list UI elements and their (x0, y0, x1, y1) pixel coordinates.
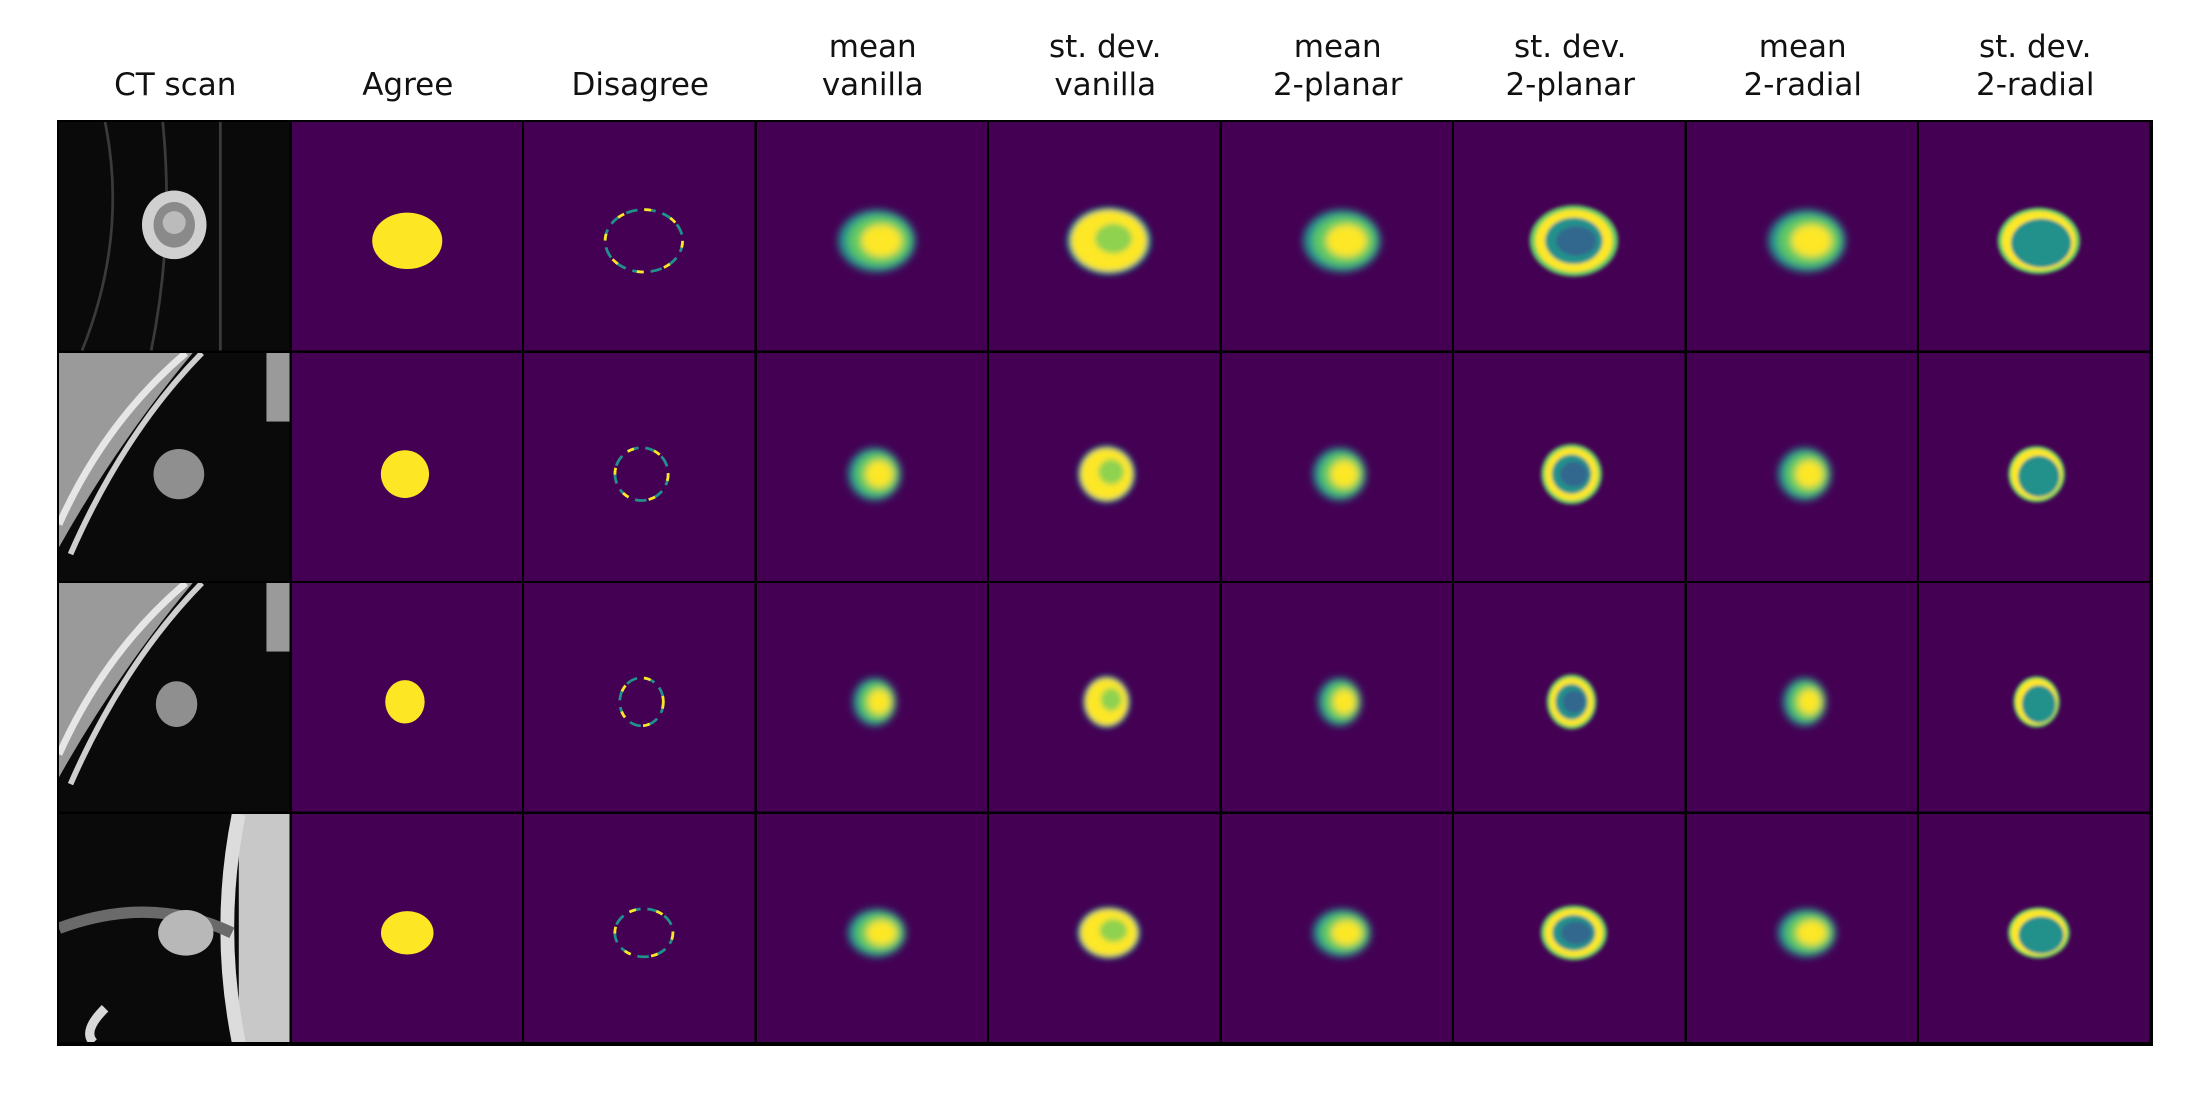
mean-probability-map (1302, 209, 1381, 273)
stdev-map-2-planar (1541, 443, 1602, 504)
mean-probability-map (847, 447, 901, 500)
stdev-map-2-radial (2008, 445, 2065, 502)
output-image-r0-c7 (1686, 122, 1917, 351)
column-header-0: CT scan (114, 67, 237, 103)
stdev-map-2-planar (1546, 674, 1597, 730)
output-image-r1-c7 (1686, 352, 1917, 581)
agree-mask (371, 212, 442, 270)
agree-mask (384, 680, 425, 724)
ct-scan-image-r0-c0 (59, 122, 290, 351)
stdev-map-2-radial (2013, 676, 2060, 728)
column-header-6: st. dev. 2-planar (1505, 29, 1636, 103)
ct-scan-image-r1-c0 (59, 352, 290, 581)
stdev-map-2-radial (2007, 906, 2070, 958)
disagree-outline-bright (613, 445, 670, 502)
column-header-2: Disagree (571, 67, 710, 103)
output-image-r0-c8 (1919, 122, 2150, 351)
cell-background (524, 352, 755, 581)
output-image-r2-c3 (756, 583, 987, 812)
column-header-1: Agree (362, 67, 454, 103)
ct-scan-image-r3-c0 (59, 813, 290, 1042)
disagree-outline-bright (618, 676, 665, 728)
cell-background (524, 813, 755, 1042)
output-image-r2-c2 (524, 583, 755, 812)
mean-probability-map (1767, 209, 1846, 273)
output-image-r2-c7 (1686, 583, 1917, 812)
mean-probability-map (1312, 908, 1371, 957)
output-image-r1-c8 (1919, 352, 2150, 581)
output-image-r1-c6 (1454, 352, 1685, 581)
output-image-r2-c6 (1454, 583, 1685, 812)
column-header-3: mean vanilla (821, 29, 924, 103)
column-header-4: st. dev. vanilla (1048, 29, 1162, 103)
output-image-r3-c8 (1919, 813, 2150, 1042)
output-image-r3-c4 (989, 813, 1220, 1042)
column-header-5: mean 2-planar (1272, 29, 1403, 103)
output-image-r2-c1 (291, 583, 522, 812)
output-image-r0-c4 (989, 122, 1220, 351)
output-image-r0-c6 (1454, 122, 1685, 351)
output-image-r2-c4 (989, 583, 1220, 812)
output-image-r2-c8 (1919, 583, 2150, 812)
output-image-r3-c7 (1686, 813, 1917, 1042)
mean-probability-map (847, 908, 906, 957)
output-image-r3-c6 (1454, 813, 1685, 1042)
ct-scan-image-r2-c0 (59, 583, 290, 812)
mean-probability-map (1777, 908, 1836, 957)
output-image-r0-c5 (1221, 122, 1452, 351)
output-image-r0-c1 (291, 122, 522, 351)
stdev-map-vanilla (1077, 906, 1141, 959)
cell-background (524, 583, 755, 812)
output-image-r3-c1 (291, 813, 522, 1042)
output-image-r1-c4 (989, 352, 1220, 581)
mean-probability-map (852, 677, 896, 726)
stdev-map-vanilla (1066, 206, 1152, 275)
mean-probability-map (1777, 447, 1831, 500)
mean-probability-map (1312, 447, 1366, 500)
output-image-r1-c3 (756, 352, 987, 581)
column-header-8: st. dev. 2-radial (1975, 29, 2095, 103)
output-image-r2-c5 (1221, 583, 1452, 812)
disagree-outline-bright (613, 906, 675, 958)
output-image-r0-c3 (756, 122, 987, 351)
stdev-map-vanilla (1082, 675, 1131, 729)
output-image-r3-c5 (1221, 813, 1452, 1042)
output-image-r3-c2 (524, 813, 755, 1042)
output-image-r1-c2 (524, 352, 755, 581)
output-image-r0-c2 (524, 122, 755, 351)
output-image-r1-c5 (1221, 352, 1452, 581)
mean-probability-map (1317, 677, 1361, 726)
stdev-map-vanilla (1077, 444, 1136, 503)
mean-probability-map (1782, 677, 1826, 726)
agree-mask (380, 910, 434, 955)
agree-mask (380, 449, 429, 498)
stdev-map-2-planar (1529, 205, 1619, 277)
stdev-map-2-planar (1540, 904, 1608, 960)
output-image-r3-c3 (756, 813, 987, 1042)
column-header-7: mean 2-radial (1743, 29, 1863, 103)
stdev-map-2-radial (1997, 207, 2081, 275)
output-image-r1-c1 (291, 352, 522, 581)
cell-background (524, 122, 755, 351)
mean-probability-map (837, 209, 916, 273)
